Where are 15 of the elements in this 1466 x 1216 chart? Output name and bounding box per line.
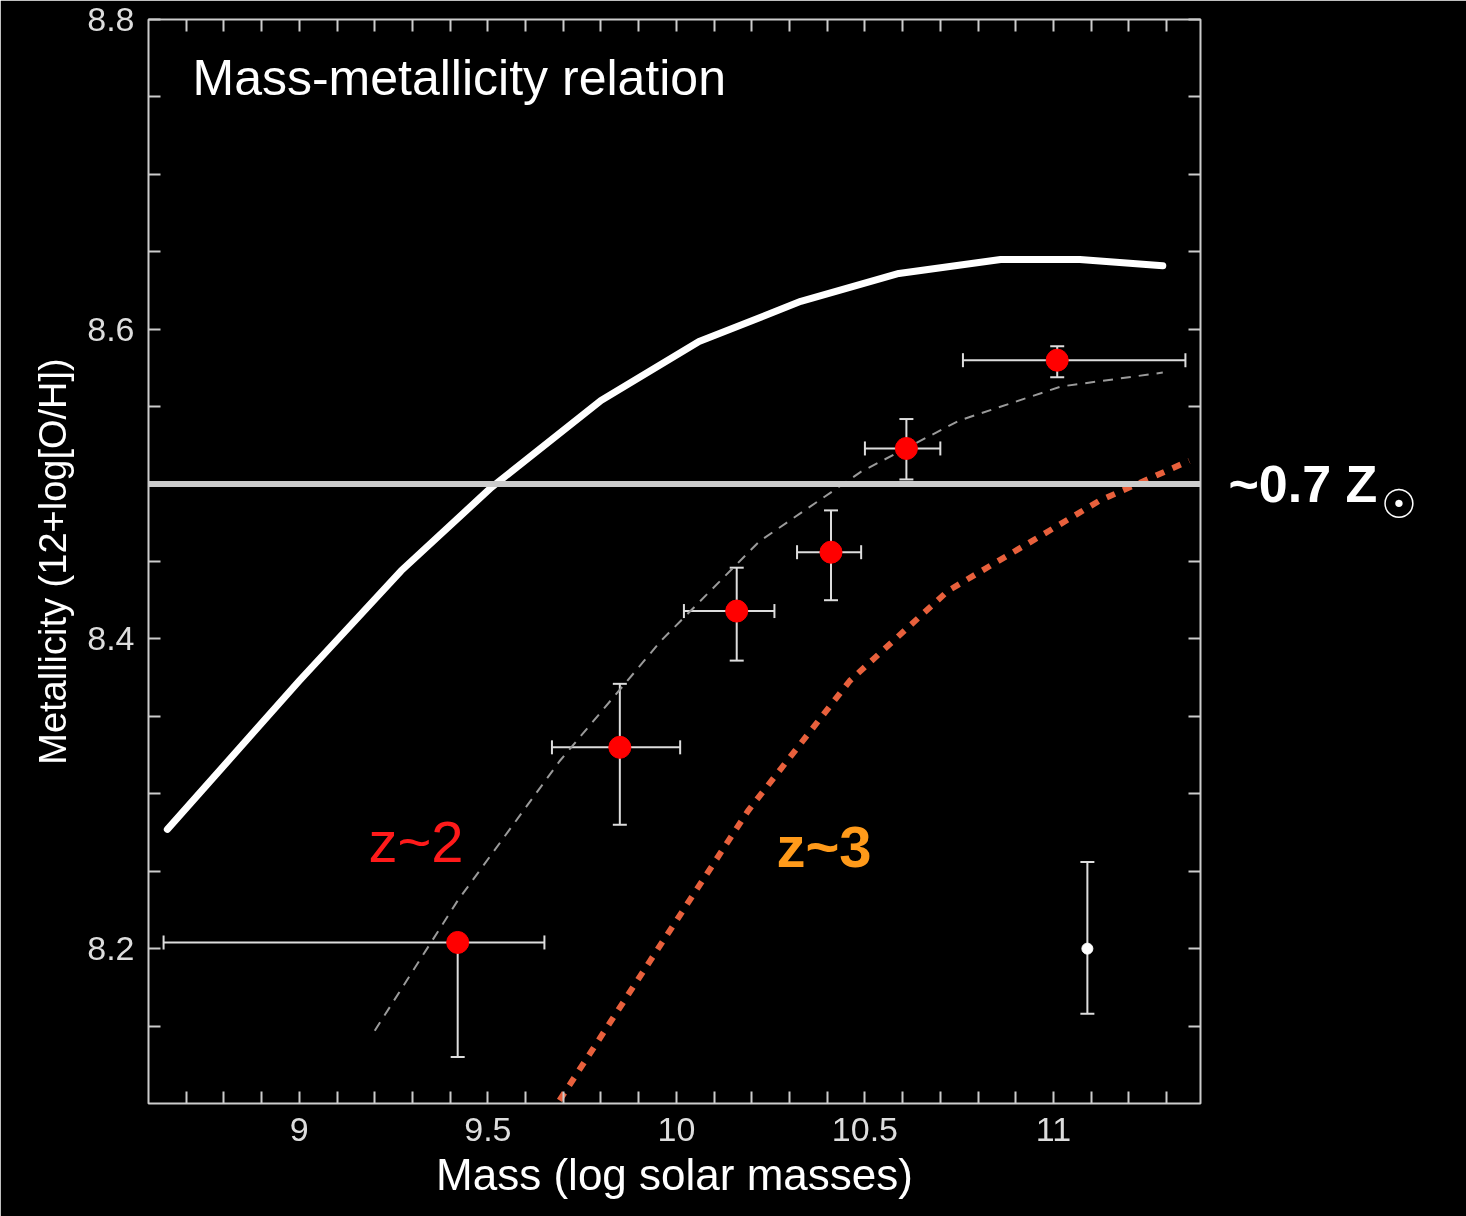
y-tick-label: 8.8: [87, 0, 135, 38]
annotation: z~3: [776, 813, 872, 879]
x-tick-label: 10: [657, 1109, 696, 1148]
x-tick-label: 9.5: [464, 1109, 512, 1148]
y-tick-label: 8.2: [87, 929, 135, 968]
annotation: z~2: [368, 808, 464, 874]
ref-line-label: ~0.7 Z☉: [1228, 455, 1417, 527]
x-tick-label: 11: [1035, 1109, 1072, 1148]
y-tick-label: 8.6: [87, 309, 135, 348]
x-tick-label: 10.5: [831, 1109, 899, 1148]
y-axis-title: Metallicity (12+log[O/H]): [32, 358, 75, 765]
text: Mass-metallicity relation: [192, 49, 726, 106]
x-tick-label: 9: [289, 1109, 309, 1148]
x-axis-title: Mass (log solar masses): [436, 1149, 913, 1199]
y-tick-label: 8.4: [87, 619, 135, 658]
